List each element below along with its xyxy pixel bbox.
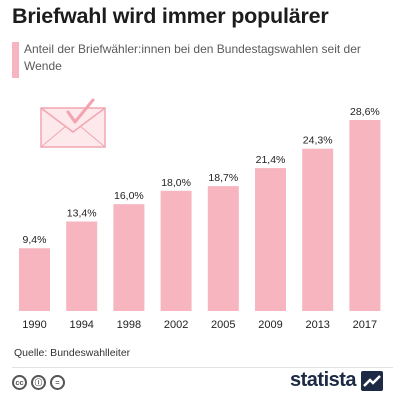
value-label-2009: 21,4% — [256, 154, 286, 166]
value-label-2017: 28,6% — [350, 106, 380, 118]
chart-subtitle: Anteil der Briefwähler:innen bei den Bun… — [24, 42, 361, 73]
statista-logo-icon — [361, 370, 384, 391]
bar-2017 — [349, 120, 381, 311]
footer-divider — [12, 367, 393, 368]
value-label-2013: 24,3% — [303, 135, 333, 147]
chart-title: Briefwahl wird immer populärer — [12, 4, 329, 28]
bar-2009 — [255, 168, 286, 311]
x-tick-2002: 2002 — [164, 319, 188, 331]
x-tick-2017: 2017 — [353, 319, 377, 331]
statista-brand[interactable]: statista — [290, 369, 384, 392]
x-tick-2009: 2009 — [258, 319, 282, 331]
license-icons: cc ⓘ = — [12, 375, 65, 390]
source-note: Quelle: Bundeswahlleiter — [14, 347, 131, 359]
x-tick-2013: 2013 — [305, 319, 329, 331]
value-label-1998: 16,0% — [114, 190, 144, 202]
envelope-check-icon — [40, 98, 106, 148]
bar-chart: 9,4%13,4%16,0%18,0% 18,7%21,4%24,3%28,6% … — [19, 106, 381, 331]
bar-2005 — [207, 186, 239, 311]
subtitle-accent-bar — [12, 42, 19, 78]
nd-equals-icon[interactable]: = — [50, 375, 65, 390]
x-tick-1998: 1998 — [117, 319, 141, 331]
value-label-1994: 13,4% — [67, 208, 97, 220]
by-person-icon[interactable]: ⓘ — [31, 375, 46, 390]
bar-1998 — [113, 204, 145, 311]
bar-1990 — [19, 248, 50, 311]
bar-2013 — [302, 148, 334, 311]
x-tick-1990: 1990 — [22, 319, 46, 331]
bar-1994 — [66, 221, 98, 311]
value-label-2005: 18,7% — [208, 172, 238, 184]
bar-2002 — [160, 190, 192, 311]
x-tick-2005: 2005 — [211, 319, 235, 331]
x-tick-1994: 1994 — [69, 319, 93, 331]
value-label-2002: 18,0% — [161, 177, 191, 189]
brand-name: statista — [290, 369, 357, 391]
cc-icon[interactable]: cc — [12, 375, 27, 390]
value-label-1990: 9,4% — [23, 234, 47, 246]
